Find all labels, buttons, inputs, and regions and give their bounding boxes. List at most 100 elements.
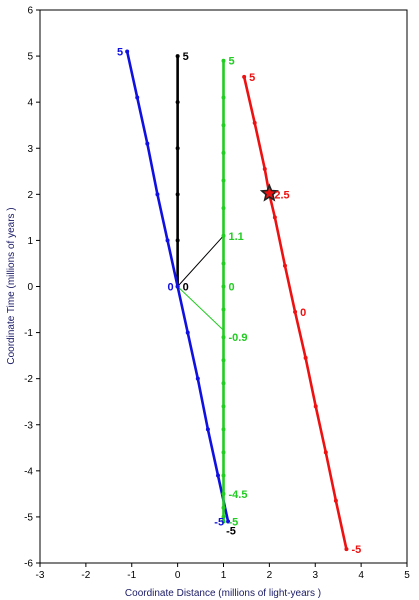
x-tick-label: -2 xyxy=(81,570,90,581)
green-series-point xyxy=(221,261,226,266)
y-tick-label: 1 xyxy=(27,236,33,247)
blue-series-point xyxy=(185,330,190,335)
green-series-point xyxy=(221,381,226,386)
red-series-point xyxy=(272,215,277,220)
green-series-point xyxy=(221,473,226,478)
blue-series-point xyxy=(195,376,200,381)
red-series-line xyxy=(242,76,348,550)
y-tick-label: 2 xyxy=(27,190,33,201)
green-series-point xyxy=(221,95,226,100)
x-ticks: -3 -2 -1 0 1 2 3 4 5 xyxy=(36,563,410,581)
x-tick-label: 4 xyxy=(358,570,364,581)
black-series-point xyxy=(175,192,180,197)
x-tick-label: 5 xyxy=(404,570,410,581)
red-series-point xyxy=(303,355,308,360)
red-point-label: 5 xyxy=(249,72,255,84)
data-markers xyxy=(125,49,349,552)
green-point-label: 0 xyxy=(229,282,235,294)
red-series-point xyxy=(242,74,247,79)
green-series-point xyxy=(221,404,226,409)
y-tick-label: 0 xyxy=(27,282,33,293)
y-tick-label: -1 xyxy=(24,328,33,339)
blue-series-point xyxy=(175,284,180,289)
blue-series-point xyxy=(155,192,160,197)
green-point-label: -0.9 xyxy=(229,332,248,344)
green-series-point xyxy=(221,519,226,524)
x-tick-label: 1 xyxy=(221,570,227,581)
star-marker xyxy=(259,183,279,202)
black-point-label: 5 xyxy=(183,51,189,63)
red-series-point xyxy=(323,450,328,455)
blue-series-point xyxy=(135,95,140,100)
green-series-point xyxy=(221,335,226,340)
green-series-point xyxy=(221,450,226,455)
red-point-label: 2.5 xyxy=(274,189,289,201)
green-point-label: 1.1 xyxy=(229,231,244,243)
red-series-point xyxy=(344,547,349,552)
red-series-point xyxy=(252,120,257,125)
y-tick-label: -4 xyxy=(24,466,33,477)
red-series-point xyxy=(293,309,298,314)
green-series-point xyxy=(221,358,226,363)
red-series-point xyxy=(262,166,267,171)
black-series-point xyxy=(175,100,180,105)
connector-lines xyxy=(177,235,224,331)
x-tick-label: 2 xyxy=(267,570,273,581)
y-tick-label: -5 xyxy=(24,512,33,523)
blue-series-point xyxy=(215,473,220,478)
green-point-label: -5 xyxy=(229,517,239,529)
y-tick-label: 6 xyxy=(27,6,33,17)
y-axis-title: Coordinate Time (millions of years ) xyxy=(6,207,17,364)
blue-series-point xyxy=(125,49,130,54)
red-series-point xyxy=(333,498,338,503)
green-series-point xyxy=(221,150,226,155)
x-axis-title: Coordinate Distance (millions of light-y… xyxy=(125,588,321,599)
red-series-point xyxy=(282,263,287,268)
green-series-point xyxy=(221,505,226,510)
green-series-point xyxy=(221,233,226,238)
y-tick-label: -2 xyxy=(24,374,33,385)
x-tick-label: 0 xyxy=(175,570,181,581)
extra-point-label: -5 xyxy=(226,526,236,538)
green-series-point xyxy=(221,284,226,289)
green-series-point xyxy=(221,491,226,496)
red-point-label: 0 xyxy=(300,307,306,319)
connector-line xyxy=(177,235,224,287)
black-series-point xyxy=(175,238,180,243)
y-tick-label: -3 xyxy=(24,420,33,431)
red-point-label: -5 xyxy=(351,544,361,556)
blue-series-point xyxy=(205,427,210,432)
blue-point-label: 5 xyxy=(117,46,123,58)
green-series-point xyxy=(221,427,226,432)
blue-series-point xyxy=(165,238,170,243)
green-series-point xyxy=(221,206,226,211)
green-point-label: -4.5 xyxy=(229,489,248,501)
y-tick-label: 5 xyxy=(27,52,33,63)
blue-point-label: -5 xyxy=(214,517,224,529)
black-series-point xyxy=(175,54,180,59)
green-series-point xyxy=(221,178,226,183)
green-series-point xyxy=(221,123,226,128)
y-tick-label: 4 xyxy=(27,98,33,109)
black-point-label: 0 xyxy=(183,282,189,294)
y-tick-label: -6 xyxy=(24,559,33,570)
connector-line xyxy=(177,286,224,331)
x-tick-label: -1 xyxy=(127,570,136,581)
green-series-point xyxy=(221,58,226,63)
y-tick-label: 3 xyxy=(27,144,33,155)
series-lines xyxy=(125,51,348,550)
red-series-point xyxy=(313,404,318,409)
blue-series-point xyxy=(145,141,150,146)
blue-series-point xyxy=(226,519,231,524)
blue-point-label: 0 xyxy=(168,282,174,294)
x-tick-label: -3 xyxy=(36,570,45,581)
black-series-point xyxy=(175,146,180,151)
green-series-point xyxy=(221,307,226,312)
green-series-point xyxy=(221,514,226,519)
y-ticks: -6 -5 -4 -3 -2 -1 0 1 2 3 4 5 6 xyxy=(24,6,40,570)
x-tick-label: 3 xyxy=(312,570,318,581)
green-point-label: 5 xyxy=(229,56,235,68)
